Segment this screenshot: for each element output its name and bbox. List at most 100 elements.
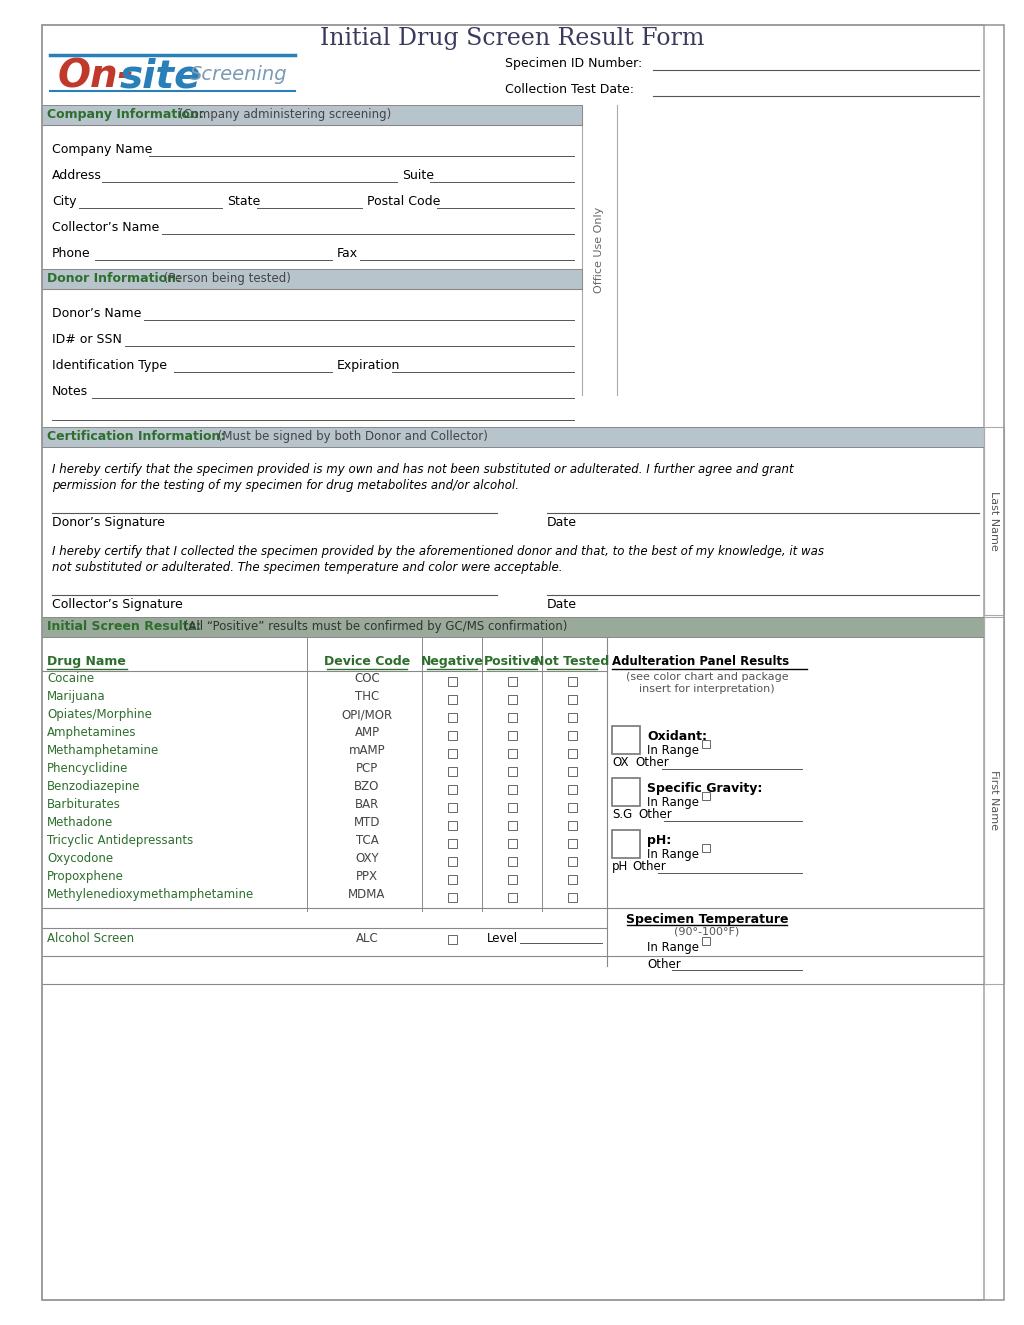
Text: Suite: Suite [402,170,434,182]
Bar [702,739,710,749]
Text: insert for interpretation): insert for interpretation) [639,684,775,694]
Text: In Range: In Range [647,848,699,861]
Text: Certification Information:: Certification Information: [47,431,225,443]
Bar [508,713,517,722]
Text: Methylenedioxymethamphetamine: Methylenedioxymethamphetamine [47,888,254,901]
Text: Notes: Notes [52,386,88,398]
Text: TCA: TCA [355,833,379,847]
Bar [449,749,457,758]
Bar [508,731,517,739]
Bar [568,784,577,794]
Text: Specific Gravity:: Specific Gravity: [647,782,763,795]
Text: Collector’s Signature: Collector’s Signature [52,598,182,611]
Text: I hereby certify that the specimen provided is my own and has not been substitut: I hereby certify that the specimen provi… [52,462,794,476]
Bar [702,937,710,945]
Text: Collector’s Name: Collector’s Name [52,221,160,235]
Text: Identification Type: Identification Type [52,359,167,372]
Text: ID# or SSN: ID# or SSN [52,333,122,346]
Bar [449,784,457,794]
Text: Methadone: Methadone [47,816,114,829]
Text: Propoxphene: Propoxphene [47,871,124,882]
Text: Not Tested: Not Tested [535,655,609,668]
Text: First Name: First Name [989,771,999,831]
Text: (Must be signed by both Donor and Collector): (Must be signed by both Donor and Collec… [214,431,487,443]
Bar [612,778,640,806]
Bar [508,839,517,848]
Text: (All “Positive” results must be confirmed by GC/MS confirmation): (All “Positive” results must be confirme… [180,620,567,633]
Bar [568,893,577,902]
Text: Marijuana: Marijuana [47,690,105,704]
Text: In Range: In Range [647,796,699,810]
Text: Amphetamines: Amphetamines [47,726,136,739]
Bar [612,829,640,859]
Text: Donor Information:: Donor Information: [47,272,181,285]
Bar [568,713,577,722]
Bar [568,857,577,867]
Text: Oxidant:: Oxidant: [647,730,707,743]
Text: (Company administering screening): (Company administering screening) [175,109,391,121]
Text: Date: Date [547,598,577,611]
Text: Benzodiazepine: Benzodiazepine [47,780,140,792]
Text: In Range: In Range [647,745,699,757]
Bar [568,874,577,884]
Text: Initial Drug Screen Result Form: Initial Drug Screen Result Form [319,26,705,50]
Bar [702,792,710,800]
Text: Other: Other [635,757,669,768]
Text: State: State [227,195,260,208]
Bar [568,839,577,848]
Text: pH:: pH: [647,833,672,847]
Bar [702,844,710,852]
Text: (90°-100°F): (90°-100°F) [675,927,739,937]
Bar [508,696,517,704]
Text: (Person being tested): (Person being tested) [160,272,291,285]
Text: Other: Other [638,808,672,822]
Bar [449,874,457,884]
Text: OX: OX [612,757,629,768]
Text: PPX: PPX [356,871,378,882]
Bar [508,784,517,794]
Text: In Range: In Range [647,941,699,954]
Text: Last Name: Last Name [989,492,999,551]
Text: Fax: Fax [337,246,358,260]
Text: Initial Screen Results:: Initial Screen Results: [47,620,201,633]
Bar [508,857,517,867]
Text: Positive: Positive [484,655,540,668]
Bar [449,767,457,776]
Text: not substituted or adulterated. The specimen temperature and color were acceptab: not substituted or adulterated. The spec… [52,560,562,574]
Text: Donor’s Signature: Donor’s Signature [52,515,165,529]
Text: Screening: Screening [190,65,288,83]
Text: Collection Test Date:: Collection Test Date: [505,83,634,95]
Text: THC: THC [355,690,379,704]
Bar [984,427,1004,615]
Text: Donor’s Name: Donor’s Name [52,307,141,321]
Bar [449,822,457,829]
Bar [449,713,457,722]
Text: mAMP: mAMP [349,745,385,757]
Text: Oxycodone: Oxycodone [47,852,113,865]
Bar [449,935,457,943]
Bar [449,696,457,704]
Text: Negative: Negative [421,655,483,668]
Text: Phone: Phone [52,246,91,260]
Text: Specimen Temperature: Specimen Temperature [626,913,788,926]
Text: PCP: PCP [356,762,378,775]
Text: Device Code: Device Code [324,655,411,668]
Text: COC: COC [354,672,380,685]
Text: Methamphetamine: Methamphetamine [47,745,160,757]
Bar [568,749,577,758]
Bar [449,839,457,848]
Text: AMP: AMP [354,726,380,739]
Text: Expiration: Expiration [337,359,400,372]
Bar [449,731,457,739]
Bar [612,726,640,754]
Bar [508,767,517,776]
Bar [42,105,582,125]
Text: (see color chart and package: (see color chart and package [626,672,788,682]
Text: Alcohol Screen: Alcohol Screen [47,931,134,945]
Bar [508,874,517,884]
Text: Address: Address [52,170,101,182]
Text: MDMA: MDMA [348,888,386,901]
Text: I hereby certify that I collected the specimen provided by the aforementioned do: I hereby certify that I collected the sp… [52,545,824,558]
Text: Postal Code: Postal Code [367,195,440,208]
Bar [508,749,517,758]
